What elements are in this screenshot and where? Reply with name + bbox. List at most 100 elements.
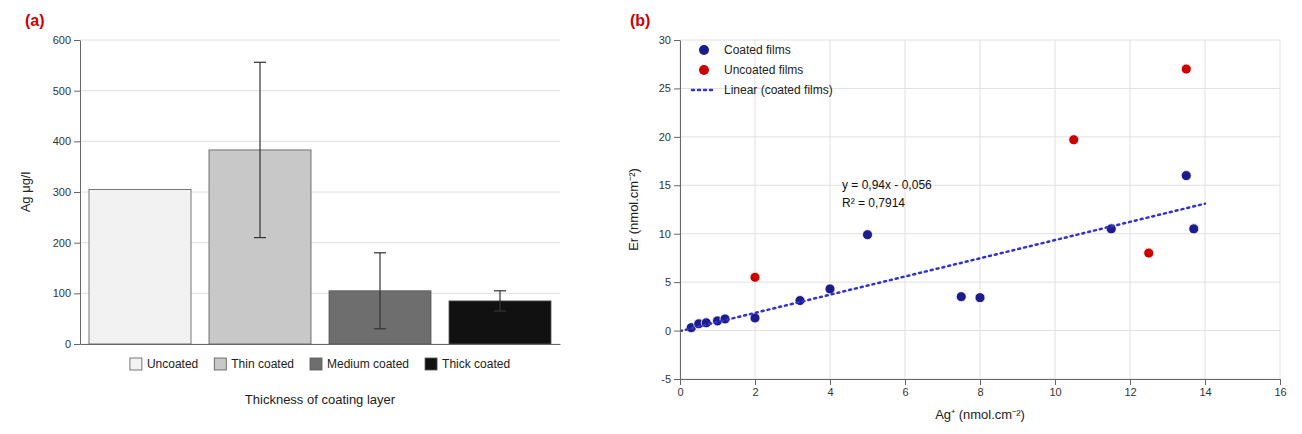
y-tick: -5 xyxy=(661,373,680,385)
y-tick: 300 xyxy=(53,186,80,198)
fit-line xyxy=(680,204,1205,331)
y-tick: 500 xyxy=(53,85,80,97)
x-tick-mark xyxy=(905,379,906,385)
scatter-point xyxy=(863,230,873,240)
y-tick-mark xyxy=(674,282,680,283)
x-tick: 10 xyxy=(1049,379,1061,398)
x-axis-line xyxy=(81,344,561,345)
x-tick: 8 xyxy=(977,379,983,398)
y-axis: 0 100 200 300 400 500 600 xyxy=(53,34,81,350)
legend-label: Uncoated films xyxy=(724,63,803,77)
y-tick-mark xyxy=(74,40,80,41)
legend-label: Coated films xyxy=(724,43,791,57)
legend-swatch xyxy=(699,45,709,55)
x-tick: 12 xyxy=(1124,379,1136,398)
legend-swatch xyxy=(699,65,709,75)
x-tick: 16 xyxy=(1274,379,1286,398)
y-tick-label: 300 xyxy=(53,186,71,198)
legend-swatch xyxy=(692,89,716,92)
legend-label: Linear (coated films) xyxy=(724,83,833,97)
legend-item: Coated films xyxy=(699,43,791,57)
panel-label: (a) xyxy=(25,12,45,29)
error-bar-cap xyxy=(374,252,386,253)
y-tick-label: 100 xyxy=(53,287,71,299)
x-tick-label: 16 xyxy=(1274,386,1286,398)
x-grid-line xyxy=(1055,40,1056,379)
grid xyxy=(80,40,560,344)
y-tick: 15 xyxy=(659,179,680,191)
legend-swatch xyxy=(425,358,437,370)
y-tick-mark xyxy=(674,331,680,332)
scatter-point xyxy=(750,272,760,282)
legend-item: Thin coated xyxy=(214,357,294,371)
x-tick-mark xyxy=(1130,379,1131,385)
y-grid-line xyxy=(80,141,560,142)
y-tick: 100 xyxy=(53,287,80,299)
legend: Coated films Uncoated films Linear (coated… xyxy=(692,43,833,97)
bar-panel: 0 100 200 300 400 500 600 Uncoated Thin coated Me… xyxy=(18,12,561,407)
scatter-panel: 0246810121416-5051015202530y = 0,94x - 0… xyxy=(626,12,1287,422)
x-tick-label: 12 xyxy=(1124,386,1136,398)
y-tick: 0 xyxy=(65,338,80,350)
x-tick-label: 8 xyxy=(977,386,983,398)
y-tick-mark xyxy=(674,88,680,89)
legend-label: Thick coated xyxy=(442,357,510,371)
y-tick: 400 xyxy=(53,135,80,147)
legend-item: Linear (coated films) xyxy=(692,83,833,97)
scatter-point xyxy=(1189,224,1199,234)
y-tick-mark xyxy=(74,293,80,294)
x-axis-title: Thickness of coating layer xyxy=(245,392,396,407)
error-bar-cap xyxy=(494,290,506,291)
error-bar-cap xyxy=(254,62,266,63)
x-tick-label: 6 xyxy=(902,386,908,398)
legend-item: Thick coated xyxy=(425,357,510,371)
y-tick-mark xyxy=(674,137,680,138)
error-bar-cap xyxy=(374,328,386,329)
legend-label: Medium coated xyxy=(327,357,409,371)
x-grid-line xyxy=(680,40,681,379)
x-tick-label: 4 xyxy=(827,386,833,398)
bar xyxy=(89,189,191,344)
scatter-point xyxy=(1181,171,1191,181)
y-tick: 20 xyxy=(659,131,680,143)
legend: Uncoated Thin coated Medium coated Thick co… xyxy=(130,357,510,371)
y-tick: 25 xyxy=(659,82,680,94)
error-bar-cap xyxy=(254,237,266,238)
error-bar-cap xyxy=(494,310,506,311)
y-axis-title: Ag μg/l xyxy=(18,172,33,213)
x-grid-line xyxy=(1205,40,1206,379)
y-tick: 0 xyxy=(665,325,680,337)
y-tick-label: 400 xyxy=(53,135,71,147)
y-tick-mark xyxy=(74,344,80,345)
annotation: R² = 0,7914 xyxy=(842,196,905,210)
x-tick-mark xyxy=(755,379,756,385)
legend-label: Thin coated xyxy=(231,357,294,371)
grid xyxy=(680,40,1280,379)
scatter-point xyxy=(975,293,985,303)
scatter-point xyxy=(825,284,835,294)
legend-swatch xyxy=(310,358,322,370)
x-grid-line xyxy=(980,40,981,379)
x-tick-label: 10 xyxy=(1049,386,1061,398)
x-tick-label: 2 xyxy=(752,386,758,398)
legend-label: Uncoated xyxy=(147,357,198,371)
y-axis: -5051015202530 xyxy=(659,34,681,385)
y-tick: 600 xyxy=(53,34,80,46)
legend-swatch xyxy=(214,358,226,370)
y-axis-line xyxy=(680,41,681,380)
error-bar xyxy=(254,62,266,237)
x-tick: 14 xyxy=(1199,379,1211,398)
y-tick-label: 5 xyxy=(665,276,671,288)
error-bar xyxy=(374,253,386,329)
x-tick-mark xyxy=(980,379,981,385)
legend-item: Medium coated xyxy=(310,357,409,371)
error-bar-stem xyxy=(259,62,260,237)
x-tick-mark xyxy=(1205,379,1206,385)
y-tick-label: 200 xyxy=(53,237,71,249)
y-tick-label: 0 xyxy=(65,338,71,350)
x-axis: 0246810121416 xyxy=(677,379,1286,398)
y-tick-label: -5 xyxy=(661,373,671,385)
y-tick-label: 15 xyxy=(659,179,671,191)
error-bar-stem xyxy=(499,291,500,311)
scatter-point xyxy=(1144,248,1154,258)
